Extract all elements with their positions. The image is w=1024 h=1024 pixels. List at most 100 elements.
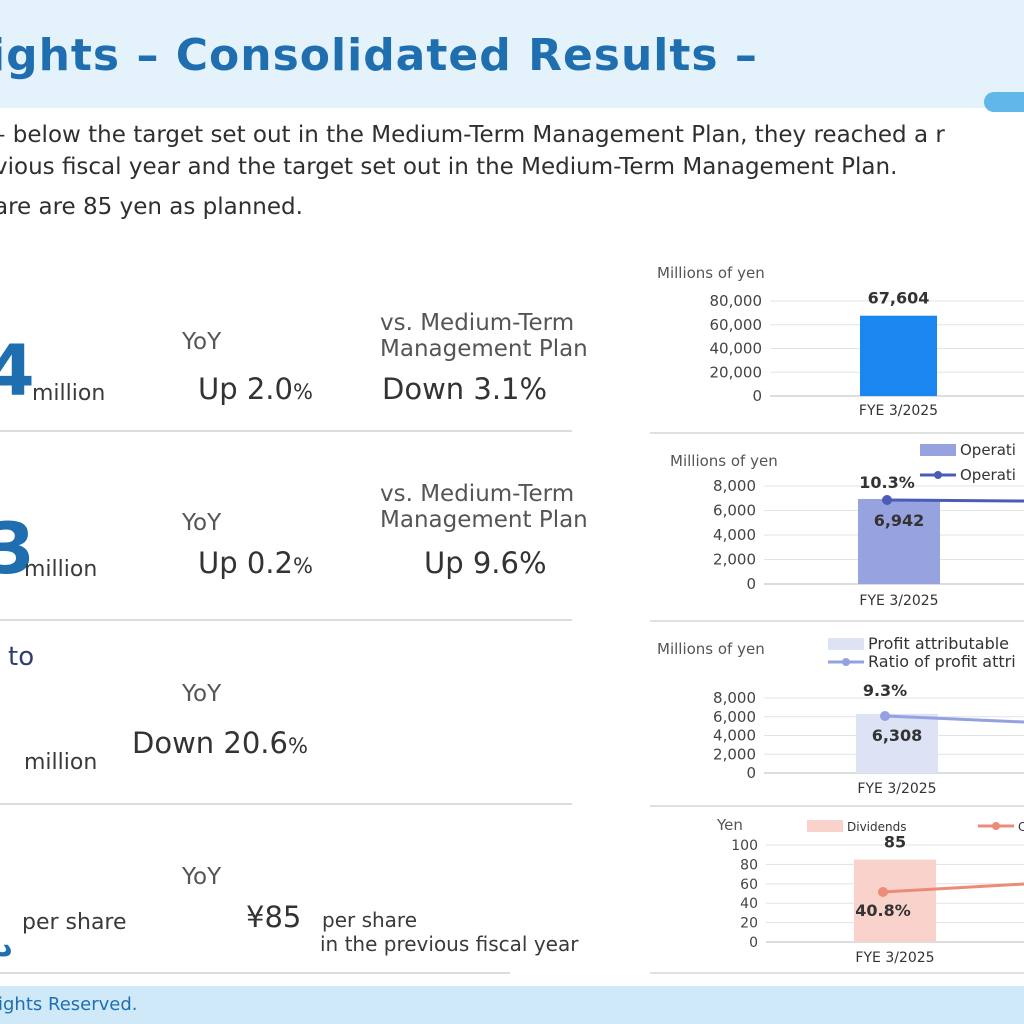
legend-swatch-bar <box>828 638 864 650</box>
chart-divider <box>650 620 1024 622</box>
y-tick-label: 0 <box>752 387 762 405</box>
y-tick-label: 0 <box>746 575 756 593</box>
ratio-line <box>884 714 1024 724</box>
row1-yoy-value: Up 2.0% <box>198 372 313 406</box>
x-category-label: FYE 3/2025 <box>857 781 936 797</box>
bar <box>856 713 938 773</box>
ratio-point <box>882 495 892 505</box>
header-band: ights – Consolidated Results – <box>0 0 1024 112</box>
row2-unit: million <box>24 557 98 582</box>
legend-entry: C <box>1018 820 1024 834</box>
ratio-point <box>878 887 888 897</box>
ratio-value-label: 40.8% <box>855 901 911 920</box>
y-tick-label: 20 <box>740 916 758 932</box>
legend-entry: Operati <box>960 466 1016 484</box>
ratio-value-label: 10.3% <box>859 473 915 492</box>
row2-plan-value: Up 9.6% <box>424 546 547 580</box>
y-tick-label: 60 <box>740 877 758 893</box>
y-tick-label: 4,000 <box>713 727 756 745</box>
y-tick-label: 80 <box>740 857 758 873</box>
row2-plan-label-1: vs. Medium-Term <box>380 481 575 507</box>
row1-big-value: 4 <box>0 330 35 412</box>
bar-value-label: 67,604 <box>868 289 930 308</box>
row3-unit: million <box>24 750 98 775</box>
row3-heading: to <box>8 642 35 672</box>
intro-line-2: vious fiscal year and the target set out… <box>0 154 898 180</box>
y-tick-label: 8,000 <box>713 689 756 707</box>
row4-unit: per share <box>22 910 127 935</box>
page-title: ights – Consolidated Results – <box>0 30 758 81</box>
row-divider <box>0 972 510 974</box>
bar-value-label: 6,308 <box>872 726 923 745</box>
footer-band: ights Reserved. <box>0 986 1024 1024</box>
legend-swatch-point <box>934 471 942 479</box>
row-divider <box>0 619 572 621</box>
legend-swatch-point <box>842 658 850 666</box>
legend-swatch-bar <box>807 820 843 832</box>
chart-divider <box>650 805 1024 807</box>
row4-prev-unit: per share <box>322 908 418 932</box>
y-tick-label: 20,000 <box>710 363 763 381</box>
row4-prev-note: in the previous fiscal year <box>320 932 579 956</box>
chart-net-sales-svg: Millions of yen 80,000 60,000 40,000 20,000 0… <box>657 264 1024 419</box>
intro-line-3: are are 85 yen as planned. <box>0 194 303 220</box>
row1-plan-label-1: vs. Medium-Term <box>380 310 575 336</box>
row-divider <box>0 430 572 432</box>
y-tick-label: 0 <box>746 764 756 782</box>
x-category-label: FYE 3/2025 <box>859 593 938 609</box>
chart-net-sales: Millions of yen 80,000 60,000 40,000 20,000 0… <box>650 258 1024 426</box>
y-tick-label: 8,000 <box>713 477 756 495</box>
row3-yoy-value: Down 20.6% <box>132 726 308 760</box>
chart-divider <box>650 432 1024 434</box>
chart-profit: Millions of yen 8,000 6,000 4,000 2,000 0 6,30… <box>650 628 1024 802</box>
row4-big-value-fragment: ¸ <box>0 890 20 960</box>
ratio-line <box>882 882 1024 894</box>
header-accent <box>984 92 1024 112</box>
legend-entry: Ratio of profit attri <box>868 652 1016 671</box>
legend-entry: Dividends <box>847 820 906 834</box>
chart-divider <box>650 972 1024 974</box>
y-tick-label: 40 <box>740 896 758 912</box>
row2-yoy-value: Up 0.2% <box>198 546 313 580</box>
row1-unit: million <box>32 381 106 406</box>
row1-plan-value: Down 3.1% <box>382 372 548 406</box>
legend-swatch-bar <box>920 444 956 456</box>
row4-yoy-label: YoY <box>182 864 222 890</box>
chart-dividends-svg: Yen 100 80 60 40 20 0 85 40.8% Dividends C FYE 3/20… <box>716 816 1024 966</box>
chart-dividends: Yen 100 80 60 40 20 0 85 40.8% Dividends C FYE 3/20… <box>650 812 1024 970</box>
y-tick-label: 60,000 <box>710 316 763 334</box>
row2-plan-label-2: Management Plan <box>380 507 588 533</box>
chart-operating-profit: Millions of yen 8,000 6,000 4,000 2,000 0 6,94… <box>650 440 1024 616</box>
bar <box>858 498 940 584</box>
y-axis-label: Yen <box>716 816 743 834</box>
y-tick-label: 6,000 <box>713 708 756 726</box>
x-category-label: FYE 3/2025 <box>855 950 934 966</box>
legend-swatch-point <box>992 822 1000 830</box>
ratio-point <box>880 711 890 721</box>
legend-entry: Operati <box>960 441 1016 459</box>
y-tick-label: 2,000 <box>713 745 756 763</box>
y-axis-label: Millions of yen <box>670 452 778 470</box>
y-tick-label: 0 <box>749 935 758 951</box>
y-tick-label: 40,000 <box>710 340 763 358</box>
bar-value-label: 6,942 <box>874 511 925 530</box>
row4-prev-value: ¥85 <box>246 900 302 934</box>
chart-operating-profit-svg: Millions of yen 8,000 6,000 4,000 2,000 0 6,94… <box>670 441 1024 609</box>
bar-value-label: 85 <box>884 833 906 852</box>
row1-yoy-label: YoY <box>182 329 222 355</box>
bar <box>860 315 937 396</box>
row1-plan-label-2: Management Plan <box>380 336 588 362</box>
y-tick-label: 4,000 <box>713 526 756 544</box>
legend-entry: Profit attributable <box>868 634 1009 653</box>
row2-yoy-label: YoY <box>182 510 222 536</box>
row2-big-value: 3 <box>0 508 35 590</box>
y-tick-label: 2,000 <box>713 551 756 569</box>
copyright-text: ights Reserved. <box>0 994 138 1015</box>
bar <box>854 859 936 942</box>
y-tick-label: 6,000 <box>713 502 756 520</box>
intro-line-1: – below the target set out in the Medium… <box>0 122 945 148</box>
y-axis-label: Millions of yen <box>657 264 765 282</box>
x-category-label: FYE 3/2025 <box>859 403 938 419</box>
y-axis-label: Millions of yen <box>657 640 765 658</box>
